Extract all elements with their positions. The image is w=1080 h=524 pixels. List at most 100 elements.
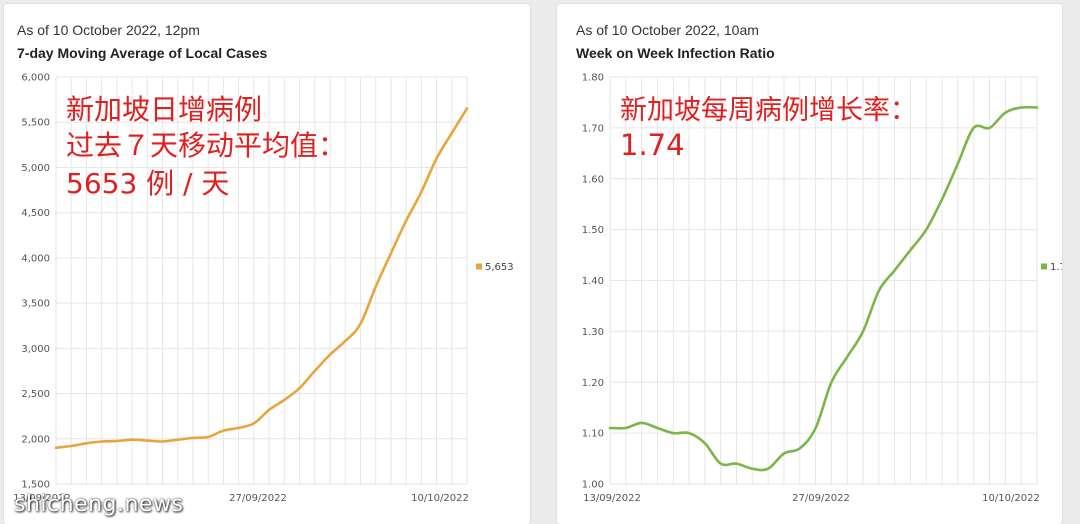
data-point [70, 445, 73, 447]
data-point [719, 462, 722, 465]
y-tick-label: 1.10 [582, 429, 604, 440]
data-point [625, 427, 627, 429]
data-point [329, 353, 331, 356]
y-tick-label: 1.40 [582, 276, 604, 287]
data-point [640, 422, 643, 424]
data-point [207, 436, 210, 438]
data-point [55, 447, 57, 449]
legend-swatch [1041, 263, 1047, 270]
annotation-text: 新加坡每周病例增长率： [620, 95, 917, 126]
data-point [131, 438, 133, 441]
data-point [1036, 106, 1038, 109]
data-point [298, 387, 301, 389]
y-tick-label: 6,000 [21, 73, 50, 84]
data-point [862, 330, 864, 333]
chart-title: Week on Week Infection Ratio [576, 45, 775, 61]
data-point [941, 198, 943, 200]
data-point [344, 340, 347, 342]
data-point [466, 107, 468, 110]
data-point [957, 162, 959, 165]
annotation-text: 1.74 [620, 128, 685, 162]
data-point [161, 440, 164, 443]
data-point [704, 442, 706, 445]
chart-title: 7-day Moving Average of Local Cases [17, 45, 268, 61]
x-tick-label: 10/10/2022 [411, 493, 469, 504]
data-point [222, 429, 225, 432]
data-point [253, 422, 255, 425]
data-point [405, 220, 407, 222]
y-tick-label: 1.60 [582, 174, 604, 185]
data-point [672, 432, 675, 434]
data-point [925, 228, 928, 231]
y-tick-label: 2,000 [21, 434, 50, 445]
annotation-text: 5653 例 / 天 [66, 167, 229, 200]
data-point [830, 381, 833, 384]
data-point [656, 427, 659, 429]
y-tick-label: 2,500 [21, 389, 50, 400]
data-point [313, 370, 316, 372]
y-tick-label: 3,500 [21, 299, 50, 310]
data-point [1020, 106, 1022, 109]
y-tick-label: 1.30 [582, 327, 604, 338]
data-point [751, 467, 754, 470]
x-tick-label: 13/09/2022 [13, 493, 71, 504]
x-tick-label: 27/09/2022 [229, 493, 287, 504]
data-point [798, 447, 801, 450]
data-point [146, 439, 149, 442]
data-point [116, 440, 118, 442]
data-point [893, 269, 896, 272]
data-point [767, 467, 769, 470]
y-tick-label: 5,500 [21, 118, 50, 129]
data-point [688, 432, 690, 434]
data-point [846, 356, 849, 358]
y-tick-label: 4,000 [21, 253, 50, 264]
data-point [450, 132, 453, 134]
chart-panel-local-cases: As of 10 October 2022, 12pm 7-day Moving… [4, 4, 530, 524]
infection-ratio-line-chart: 1.00 1.10 1.20 1.30 1.40 1.50 1.60 1.70 1.80 13/0… [582, 73, 1062, 505]
legend-swatch [476, 263, 482, 270]
data-point [972, 127, 975, 129]
data-point [420, 191, 423, 193]
data-point [100, 440, 103, 443]
series-line [54, 107, 469, 450]
y-tick-label: 1.00 [582, 480, 604, 491]
chart-panel-infection-ratio: As of 10 October 2022, 10am Week on Week… [557, 4, 1062, 524]
watermark: shicheng.news [14, 492, 184, 517]
data-point [176, 438, 179, 441]
data-point [359, 323, 362, 325]
y-tick-label: 1,500 [21, 480, 50, 491]
data-point [237, 427, 240, 429]
data-point [814, 427, 817, 429]
x-tick-label: 27/09/2022 [792, 493, 850, 504]
legend-label: 5,653 [485, 262, 514, 273]
data-point [268, 409, 270, 411]
data-point [192, 437, 194, 439]
y-tick-label: 3,000 [21, 344, 50, 355]
annotation-text: 过去７天移动平均值： [66, 129, 346, 162]
local-cases-line-chart: 1,500 2,000 2,500 3,000 3,500 4,000 4,500 5,000… [13, 73, 514, 505]
data-point [390, 252, 392, 255]
data-point [783, 452, 785, 455]
legend-label: 1.74 [1050, 262, 1062, 273]
x-tick-label: 10/10/2022 [982, 493, 1040, 504]
y-tick-label: 1.80 [582, 73, 604, 84]
chart-subtitle: As of 10 October 2022, 10am [576, 22, 759, 38]
y-tick-label: 5,000 [21, 163, 50, 174]
data-point [909, 249, 912, 251]
y-tick-label: 1.70 [582, 123, 604, 134]
annotation-text: 新加坡日增病例 [66, 93, 262, 126]
data-point [374, 286, 377, 288]
data-point [435, 157, 438, 160]
data-point [878, 289, 880, 292]
data-point [283, 399, 286, 401]
data-point [735, 462, 738, 465]
y-tick-label: 1.20 [582, 378, 604, 389]
data-point [85, 442, 88, 445]
y-tick-label: 1.50 [582, 225, 604, 236]
series-line [608, 105, 1039, 472]
data-point [988, 127, 991, 129]
data-point [1004, 111, 1007, 114]
data-point [609, 427, 611, 429]
chart-subtitle: As of 10 October 2022, 12pm [17, 22, 200, 38]
y-tick-label: 4,500 [21, 208, 50, 219]
